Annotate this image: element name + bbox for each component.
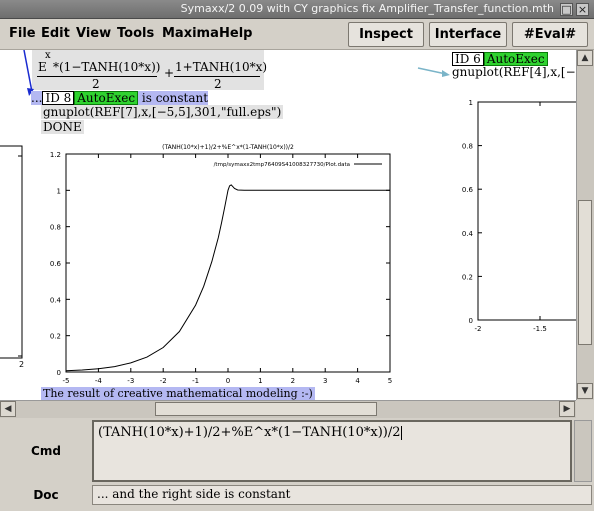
left-plot-tick: 2 — [19, 360, 25, 369]
cmd-label: Cmd — [31, 444, 61, 458]
x-tick-label: -1 — [192, 377, 199, 385]
text-cursor — [400, 425, 402, 440]
doc-label: Doc — [33, 488, 59, 502]
chart-title: (TANH(10*x)+1)/2+%E^x*(1-TANH(10*x))/2 — [162, 144, 294, 151]
cmd-scrollbar[interactable] — [574, 420, 592, 482]
right-plot: -2-1.5-100.20.40.60.81 — [452, 92, 576, 342]
y-tick-label: 0.8 — [50, 224, 61, 232]
x-tick-label: 2 — [291, 377, 295, 385]
cmd-input[interactable]: (TANH(10*x)+1)/2+%E^x*(1−TANH(10*x))/2 — [92, 420, 572, 482]
x-tick-label: 4 — [355, 377, 360, 385]
maximize-button[interactable]: □ — [560, 3, 573, 16]
close-button[interactable]: × — [576, 3, 589, 16]
eval-button[interactable]: #Eval# — [512, 22, 588, 47]
y-tick-label: 0.4 — [50, 296, 62, 304]
fraction-bar-2 — [174, 76, 260, 77]
menu-view[interactable]: View — [76, 26, 112, 41]
y-tick-label: 1.2 — [50, 151, 61, 159]
plot-border — [477, 101, 576, 321]
vertical-scrollbar[interactable]: ▲ ▼ — [576, 50, 594, 400]
x-tick-label: -4 — [95, 377, 103, 385]
formula-base: E — [38, 60, 47, 74]
notebook-area[interactable]: x E *(1−TANH(10*x)) 2 + 1+TANH(10*x) 2 .… — [0, 50, 576, 400]
x-tick-label: 0 — [226, 377, 230, 385]
main-chart-svg: -5 -4 -3 -2 -1 0 1 2 3 4 5 0 0.2 0.4 0.6 0.8 1 1.2 (TANH(1… — [50, 144, 392, 385]
y-tick-label: 0.6 — [462, 186, 474, 194]
x-tick-label: 1 — [258, 377, 262, 385]
fraction-bar-1 — [37, 76, 157, 77]
y-tick-label: 1 — [469, 99, 473, 107]
horizontal-scrollbar[interactable]: ◀ ▶ — [0, 400, 576, 418]
autoexec-badge[interactable]: AutoExec — [74, 91, 139, 105]
scroll-down-arrow[interactable]: ▼ — [577, 383, 593, 399]
y-tick-label: 1 — [57, 187, 61, 195]
right-chart-svg: -2-1.5-100.20.40.60.81 — [462, 99, 576, 333]
cell-id-6[interactable]: ID 6 — [452, 52, 484, 66]
doc-text: ... and the right side is constant — [97, 487, 291, 501]
window-title: Symaxx/2 0.09 with CY graphics fix Ampli… — [180, 2, 554, 15]
x-tick-label: -3 — [127, 377, 134, 385]
y-tick-label: 0.2 — [50, 333, 61, 341]
menu-bar: File Edit View Tools Maxima Help Inspect… — [0, 19, 594, 50]
plot-caption: The result of creative mathematical mode… — [41, 387, 315, 400]
legend-label: /tmp/symaxx2tmp76409S41008327730/Plot.da… — [214, 162, 350, 168]
x-tick-label: -2 — [475, 325, 482, 333]
cell-6-header[interactable]: ID 6 AutoExec — [452, 52, 548, 66]
formula-exp: x — [45, 50, 51, 61]
x-tick-label: -2 — [160, 377, 167, 385]
formula-den2: 2 — [214, 77, 222, 91]
menu-file[interactable]: File — [9, 26, 36, 41]
horizontal-scroll-thumb[interactable] — [155, 402, 377, 416]
y-tick-label: 0.2 — [462, 273, 473, 281]
formula-part1: *(1−TANH(10*x)) — [53, 60, 161, 74]
title-bar: Symaxx/2 0.09 with CY graphics fix Ampli… — [0, 0, 594, 19]
x-tick-label: 5 — [388, 377, 392, 385]
cell-8-command[interactable]: gnuplot(REF[7],x,[−5,5],301,"full.eps") — [41, 105, 284, 119]
cell-8-status: DONE — [41, 120, 84, 134]
cmd-text: (TANH(10*x)+1)/2+%E^x*(1−TANH(10*x))/2 — [98, 425, 401, 440]
plot-border — [65, 153, 391, 373]
x-tick-label: -5 — [63, 377, 70, 385]
cell-6-command[interactable]: gnuplot(REF[4],x,[−2,2 — [452, 65, 576, 79]
y-tick-label: 0.8 — [462, 143, 473, 151]
cell-8-header[interactable]: ... ID 8 AutoExec is constant — [31, 91, 209, 105]
scroll-left-arrow[interactable]: ◀ — [0, 401, 16, 417]
cell-8-comment: is constant — [141, 91, 209, 105]
formula-plus: + — [164, 66, 175, 80]
formula-den1: 2 — [92, 77, 100, 91]
vertical-scroll-thumb[interactable] — [578, 200, 592, 345]
doc-field[interactable]: ... and the right side is constant — [92, 485, 592, 505]
menu-edit[interactable]: Edit — [41, 26, 70, 41]
link-arrows — [23, 50, 450, 96]
scroll-up-arrow[interactable]: ▲ — [577, 50, 593, 66]
x-tick-label: -1.5 — [533, 325, 547, 333]
y-tick-label: 0.4 — [462, 230, 474, 238]
menu-maxima[interactable]: Maxima — [162, 26, 219, 41]
scroll-right-arrow[interactable]: ▶ — [559, 401, 575, 417]
main-plot: -5 -4 -3 -2 -1 0 1 2 3 4 5 0 0.2 0.4 0.6 0.8 1 1.2 (TANH(1… — [40, 142, 396, 387]
inspect-button[interactable]: Inspect — [348, 22, 424, 47]
menu-help[interactable]: Help — [219, 26, 253, 41]
menu-tools[interactable]: Tools — [117, 26, 155, 41]
y-tick-label: 0 — [57, 369, 61, 377]
series-line — [65, 184, 390, 372]
cell-id-8[interactable]: ID 8 — [42, 91, 75, 105]
x-tick-label: 3 — [323, 377, 327, 385]
formula-part2: 1+TANH(10*x) — [175, 60, 268, 74]
interface-button[interactable]: Interface — [429, 22, 507, 47]
formula-cell[interactable] — [32, 50, 264, 90]
y-tick-label: 0 — [469, 317, 473, 325]
y-tick-label: 0.6 — [50, 260, 62, 268]
left-plot-fragment: 2 — [0, 144, 24, 369]
autoexec-badge-6[interactable]: AutoExec — [483, 52, 548, 66]
